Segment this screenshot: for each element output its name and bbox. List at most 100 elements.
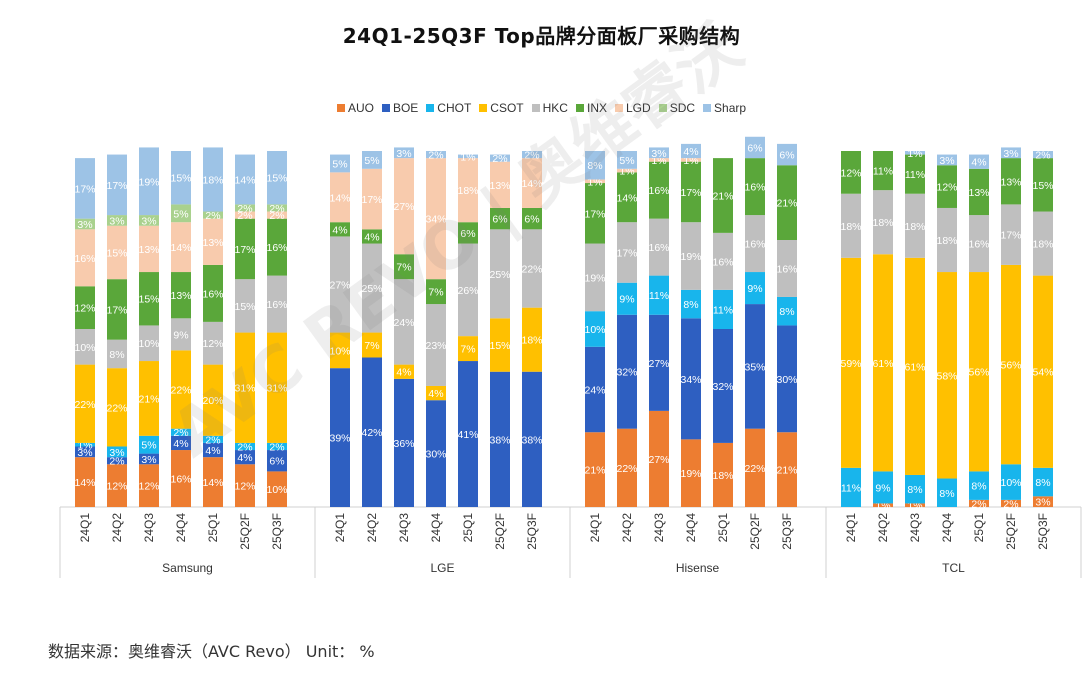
data-label: 18% [202,174,223,186]
bar-segment-lgd [139,225,159,273]
period-tick-label: 25Q2F [748,513,762,550]
data-label: 14% [521,178,542,190]
legend-item-boe: BOE [381,101,419,115]
legend-swatch [479,104,488,112]
period-tick-label: 24Q4 [684,513,698,543]
bar-segment-csot [873,254,893,472]
data-label: 15% [138,294,159,306]
bar-segment-chot [75,442,95,447]
bar-segment-chot [649,275,669,315]
data-label: 11% [873,166,893,178]
data-label: 3% [1035,497,1050,509]
bar-segment-hkc [490,229,510,319]
data-label: 3% [939,155,954,167]
data-label: 21% [712,191,733,203]
data-label: 4% [971,157,986,169]
bar-segment-chot [617,282,637,315]
data-label: 27% [329,280,350,292]
bar-segment-sdc [203,211,223,219]
bar-segment-auo [1033,496,1053,507]
bar-segment-boe [394,378,414,507]
data-label: 24% [393,317,414,329]
bar-segment-boe [490,371,510,507]
chart-title: 24Q1-25Q3F Top品牌分面板厂采购结构 [342,24,741,48]
period-tick-label: 25Q3F [525,513,539,550]
bar-segment-auo [75,457,95,507]
data-label: 38% [521,434,542,446]
bar-segment-lgd [649,158,669,162]
bar-segment-boe [585,346,605,433]
bar-segment-inx [458,222,478,244]
data-label: 17% [616,247,637,259]
bar-segment-sharp [585,151,605,180]
data-label: 11% [841,482,861,494]
data-label: 6% [779,150,794,162]
period-tick-label: 24Q2 [620,513,634,543]
group-label: Samsung [162,561,213,575]
bar-segment-inx [969,168,989,216]
data-label: 2% [524,150,539,162]
data-label: 34% [425,214,446,226]
group-samsung: 14%3%1%22%10%12%16%3%17%24Q112%2%3%22%8%… [74,147,288,575]
data-label: 12% [234,481,255,493]
bar-segment-sdc [139,215,159,226]
data-label: 2% [492,153,507,165]
data-label: 12% [840,167,861,179]
group-label: Hisense [676,561,720,575]
period-tick-label: 25Q2F [238,513,252,550]
bar-segment-hkc [873,190,893,255]
bar-segment-sharp [1033,151,1053,159]
bar-segment-auo [873,503,893,507]
bar-segment-lgd [490,161,510,208]
bar-segment-chot [171,428,191,436]
bar-segment-lgd [362,168,382,230]
period-tick-label: 24Q2 [876,513,890,543]
bar-segment-hkc [362,243,382,333]
bar-segment-auo [139,464,159,507]
period-tick-label: 25Q2F [1004,513,1018,550]
data-label: 15% [1032,180,1053,192]
legend-label: BOE [392,101,419,115]
legend: AUO BOE CHOT CSOT HKC INX LGD SDC Sharp [0,101,1083,115]
data-label: 14% [234,174,255,186]
data-label: 16% [266,242,287,254]
bar-segment-hkc [777,240,797,297]
data-label: 21% [776,465,797,477]
data-label: 13% [138,244,159,256]
data-label: 8% [971,481,986,493]
bar-segment-auo [203,457,223,507]
bar-segment-csot [203,364,223,436]
data-label: 5% [173,208,188,220]
bar-segment-sdc [235,204,255,212]
bar-segment-hkc [426,304,446,386]
data-label: 4% [332,224,347,236]
data-label: 2% [1003,498,1018,510]
data-label: 2% [269,210,284,222]
data-label: 2% [237,441,252,453]
period-tick-label: 24Q2 [365,513,379,543]
bar-segment-hkc [969,215,989,273]
bar-segment-boe [362,357,382,507]
bar-segment-lgd [585,179,605,184]
bar-segment-inx [777,165,797,240]
bar-segment-inx [75,286,95,329]
bar-segment-chot [937,478,957,507]
period-tick-label: 25Q1 [716,513,730,543]
period-tick-label: 24Q1 [78,513,92,543]
data-label: 18% [1032,239,1053,251]
data-label: 42% [361,427,382,439]
data-label: 15% [489,340,510,352]
bar-segment-auo [905,503,925,507]
data-label: 27% [393,201,414,213]
bar-segment-sharp [1001,147,1021,159]
data-label: 16% [744,239,765,251]
data-label: 32% [616,367,637,379]
data-label: 17% [1000,230,1021,242]
bar-segment-inx [235,218,255,280]
data-label: 3% [141,454,156,466]
bar-segment-chot [235,442,255,451]
data-label: 21% [138,393,159,405]
data-label: 8% [779,306,794,318]
legend-item-chot: CHOT [426,101,471,115]
bar-segment-inx [649,161,669,219]
